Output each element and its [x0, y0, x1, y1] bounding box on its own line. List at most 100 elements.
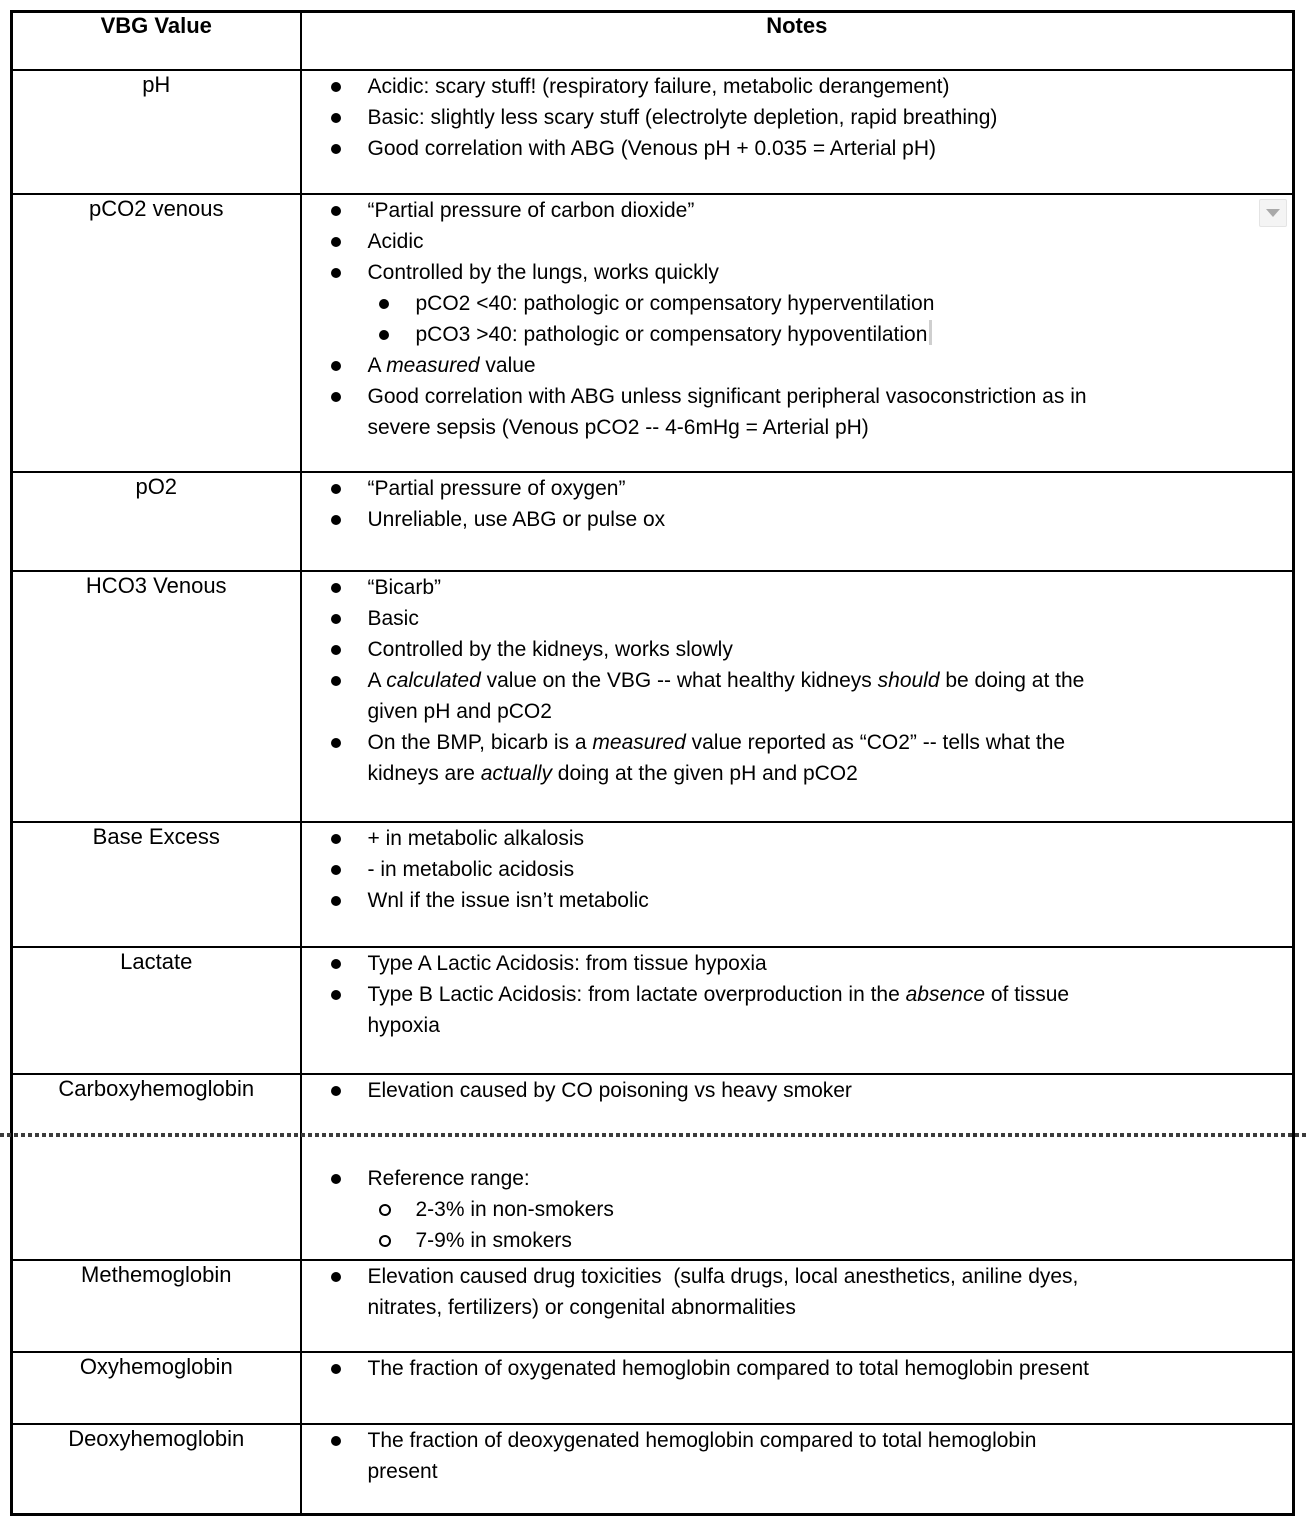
bullet-column [325, 823, 368, 844]
table-row: Oxyhemoglobin The fraction of oxygenated … [10, 1350, 1295, 1425]
vbg-table: VBG Value Notes pH Acidic: scary stuff! (… [10, 10, 1295, 1516]
note-item: Type B Lactic Acidosis: from lactate ove… [302, 979, 1293, 1041]
note-item: Acidic [302, 226, 1293, 257]
bullet-column [325, 1353, 368, 1374]
bullet-column [373, 1225, 416, 1247]
note-text-segment: Elevation caused by CO poisoning vs heav… [367, 1078, 852, 1102]
row-notes[interactable]: The fraction of oxygenated hemoglobin co… [299, 1350, 1295, 1425]
note-text: “Partial pressure of oxygen” [368, 473, 1293, 504]
note-text-segment: value on the VBG -- what healthy kidneys [480, 668, 878, 692]
note-text: Type B Lactic Acidosis: from lactate ove… [368, 979, 1293, 1041]
note-text: The fraction of oxygenated hemoglobin co… [368, 1353, 1293, 1384]
note-text-segment: “Partial pressure of oxygen” [367, 476, 626, 500]
note-item: Unreliable, use ABG or pulse ox [302, 504, 1293, 535]
note-text: Controlled by the lungs, works quickly [368, 257, 1293, 288]
note-text: Elevation caused drug toxicities (sulfa … [368, 1261, 1293, 1323]
bullet-column [325, 133, 368, 154]
note-text-segment: + in metabolic alkalosis [367, 826, 585, 850]
bullet-column [325, 885, 368, 906]
note-item: Good correlation with ABG unless signifi… [302, 381, 1293, 443]
note-item: A measured value [302, 350, 1293, 381]
bullet-icon [330, 514, 341, 525]
row-label[interactable]: Carboxyhemoglobin [10, 1072, 302, 1135]
note-text-segment: Unreliable, use ABG or pulse ox [367, 507, 666, 531]
bullet-icon [330, 958, 341, 969]
bullet-column [325, 473, 368, 494]
row-notes[interactable]: Acidic: scary stuff! (respiratory failur… [299, 68, 1295, 195]
row-label[interactable]: Base Excess [10, 820, 302, 948]
row-notes[interactable]: + in metabolic alkalosis - in metabolic a… [299, 820, 1295, 948]
bullet-icon [330, 864, 341, 875]
row-label[interactable]: pO2 [10, 470, 302, 572]
note-text: Elevation caused by CO poisoning vs heav… [368, 1075, 1293, 1106]
bullet-column [325, 1075, 368, 1096]
note-text-segment: The fraction of oxygenated hemoglobin co… [367, 1356, 1089, 1380]
note-text-segment: doing at the given pH and pCO2 [551, 761, 858, 785]
row-label[interactable]: pH [10, 68, 302, 195]
bullet-column [325, 603, 368, 624]
bullet-column [325, 257, 368, 278]
row-notes[interactable]: Type A Lactic Acidosis: from tissue hypo… [299, 945, 1295, 1075]
bullet-column [325, 226, 368, 247]
header-notes: Notes [299, 10, 1295, 71]
bullet-column [325, 665, 368, 686]
row-notes[interactable]: “Bicarb” Basic Controlled by the kidneys, … [299, 569, 1295, 823]
note-item: pCO2 <40: pathologic or compensatory hyp… [302, 288, 1293, 319]
note-text: Acidic: scary stuff! (respiratory failur… [368, 71, 1293, 102]
note-text-italic: calculated [386, 668, 481, 692]
note-item: A calculated value on the VBG -- what he… [302, 665, 1293, 727]
row-label[interactable]: Methemoglobin [10, 1258, 302, 1353]
bullet-column [325, 381, 368, 402]
note-text: Good correlation with ABG unless signifi… [368, 381, 1293, 443]
bullet-icon [330, 360, 341, 371]
note-text: - in metabolic acidosis [368, 854, 1293, 885]
note-item: pCO3 >40: pathologic or compensatory hyp… [302, 319, 1293, 350]
note-text: The fraction of deoxygenated hemoglobin … [368, 1425, 1293, 1487]
row-label[interactable]: HCO3 Venous [10, 569, 302, 823]
bullet-column [325, 1163, 368, 1184]
table-row: pCO2 venous “Partial pressure of carbon d… [10, 192, 1295, 473]
note-text: “Partial pressure of carbon dioxide” [368, 195, 1293, 226]
note-item: “Bicarb” [302, 572, 1293, 603]
bullet-column [325, 1261, 368, 1282]
note-item: On the BMP, bicarb is a measured value r… [302, 727, 1293, 789]
row-notes[interactable]: Elevation caused by CO poisoning vs heav… [299, 1072, 1295, 1135]
row-notes[interactable]: Reference range: 2-3% in non-smokers 7-9% … [299, 1134, 1295, 1261]
row-label[interactable] [10, 1134, 302, 1261]
bullet-column [373, 288, 416, 309]
note-text-italic: actually [480, 761, 552, 785]
vbg-table-body: pH Acidic: scary stuff! (respiratory fail… [10, 68, 1295, 1516]
row-label[interactable]: Deoxyhemoglobin [10, 1422, 302, 1516]
row-notes[interactable]: “Partial pressure of carbon dioxide” Acid… [299, 192, 1295, 473]
bullet-icon [330, 1085, 341, 1096]
row-label[interactable]: Oxyhemoglobin [10, 1350, 302, 1425]
note-item: Good correlation with ABG (Venous pH + 0… [302, 133, 1293, 164]
bullet-icon [330, 236, 341, 247]
note-item: Reference range: [302, 1163, 1293, 1194]
note-text: pCO3 >40: pathologic or compensatory hyp… [416, 319, 1293, 350]
header-vbg-value: VBG Value [10, 10, 302, 71]
note-text-segment: Controlled by the kidneys, works slowly [367, 637, 733, 661]
row-label[interactable]: pCO2 venous [10, 192, 302, 473]
bullet-column [325, 1425, 368, 1446]
note-text-segment: Controlled by the lungs, works quickly [367, 260, 719, 284]
bullet-column [325, 350, 368, 371]
table-row: pH Acidic: scary stuff! (respiratory fail… [10, 68, 1295, 195]
row-label[interactable]: Lactate [10, 945, 302, 1075]
bullet-icon [330, 989, 341, 1000]
row-notes[interactable]: The fraction of deoxygenated hemoglobin … [299, 1422, 1295, 1516]
note-text-segment: value [479, 353, 536, 377]
note-text: Controlled by the kidneys, works slowly [368, 634, 1293, 665]
bullet-icon [330, 644, 341, 655]
bullet-icon [330, 483, 341, 494]
row-notes[interactable]: “Partial pressure of oxygen” Unreliable, … [299, 470, 1295, 572]
cell-dropdown-button[interactable] [1259, 199, 1287, 227]
note-text-segment: “Partial pressure of carbon dioxide” [367, 198, 695, 222]
bullet-column [373, 319, 416, 340]
note-text: Reference range: [368, 1163, 1293, 1194]
bullet-icon [330, 1435, 341, 1446]
note-item: “Partial pressure of carbon dioxide” [302, 195, 1293, 226]
row-notes[interactable]: Elevation caused drug toxicities (sulfa … [299, 1258, 1295, 1353]
bullet-column [325, 854, 368, 875]
